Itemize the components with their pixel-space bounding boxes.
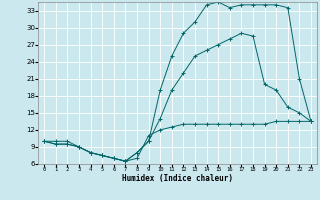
- X-axis label: Humidex (Indice chaleur): Humidex (Indice chaleur): [122, 174, 233, 183]
